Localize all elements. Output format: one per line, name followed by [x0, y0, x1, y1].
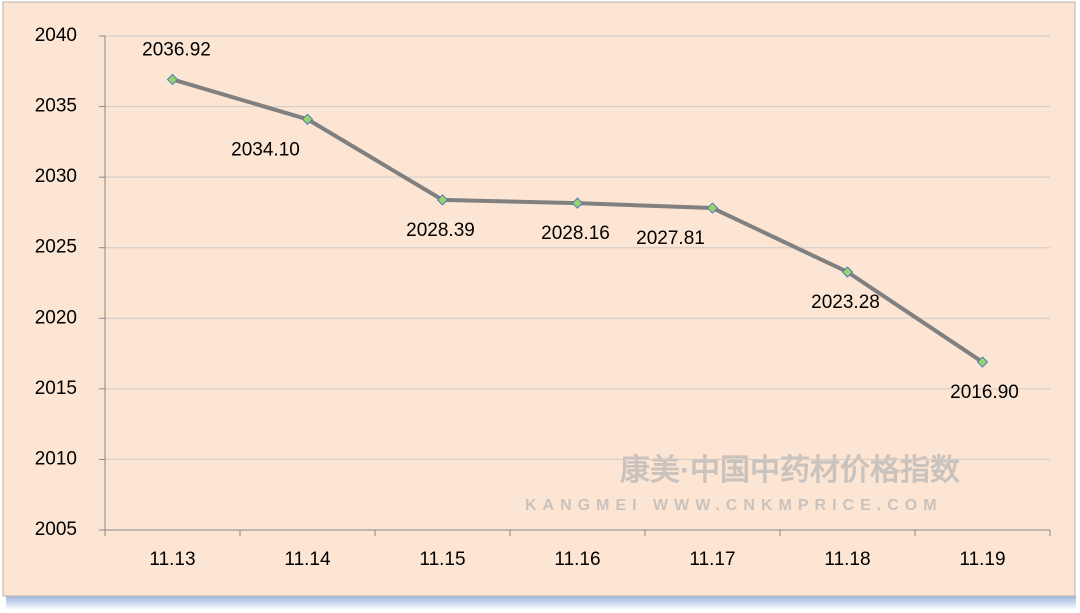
marker	[571, 197, 584, 209]
shadow	[6, 596, 1076, 610]
x-tick-label: 11.14	[284, 549, 331, 570]
data-label: 2034.10	[231, 139, 300, 160]
y-tick-label: 2030	[35, 166, 77, 187]
x-tick-label: 11.16	[554, 549, 600, 570]
chart-background	[2, 1, 1076, 597]
x-tick-label: 11.13	[149, 549, 195, 570]
marker	[301, 113, 314, 125]
x-tick-label: 11.17	[689, 549, 735, 570]
data-label: 2028.16	[541, 223, 610, 244]
watermark-title: 康美·中国中药材价格指数	[620, 453, 961, 487]
marker	[166, 73, 179, 86]
y-tick-label: 2015	[35, 378, 77, 399]
data-label: 2028.39	[406, 220, 475, 241]
marker	[841, 266, 854, 278]
watermark-subtitle: KANGMEI WWW.CNKMPRICE.COM	[525, 497, 943, 514]
marker	[976, 356, 989, 368]
y-tick-label: 2035	[35, 96, 77, 117]
marker	[706, 202, 719, 214]
y-tick-label: 2010	[35, 448, 77, 469]
data-label: 2036.92	[142, 39, 211, 60]
y-tick-label: 2040	[35, 25, 77, 46]
marker	[436, 194, 449, 206]
y-tick-label: 2020	[35, 307, 77, 328]
data-label: 2023.28	[811, 292, 880, 313]
data-label: 2016.90	[950, 382, 1019, 403]
data-label: 2027.81	[636, 228, 705, 249]
x-tick-label: 11.19	[959, 549, 1005, 570]
x-tick-label: 11.18	[824, 549, 870, 570]
x-tick-label: 11.15	[419, 549, 465, 570]
y-tick-label: 2025	[35, 237, 77, 258]
y-tick-label: 2005	[35, 519, 77, 540]
